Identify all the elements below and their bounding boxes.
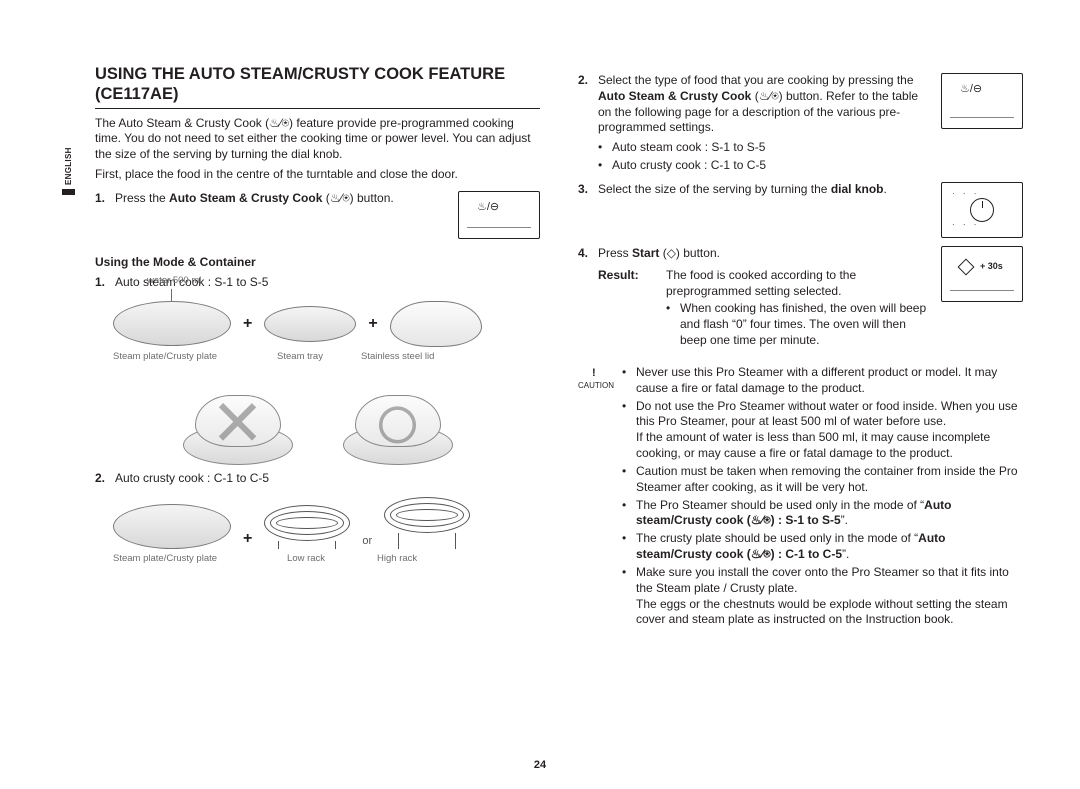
caution-block: CAUTION Never use this Pro Steamer with …: [578, 363, 1023, 628]
or-label: or: [362, 534, 372, 549]
mode-container-heading: Using the Mode & Container: [95, 255, 540, 271]
step-4: 4. Press Start (◇) button. Result: The f…: [578, 246, 1023, 349]
steam-plate-illustration: [113, 301, 231, 346]
language-tab: ENGLISH: [62, 147, 75, 195]
result-bullet: When cooking has finished, the oven will…: [666, 301, 931, 348]
step-2-text: Select the type of food that you are coo…: [598, 73, 931, 174]
figure-crusty-components: + or: [95, 497, 540, 549]
right-column: 2. Select the type of food that you are …: [578, 65, 1023, 759]
mode-item-2: 2. Auto crusty cook : C-1 to C-5: [95, 471, 540, 487]
figure-high-rack: [384, 497, 470, 549]
caption-crusty-plate: Steam plate/Crusty plate: [113, 553, 217, 566]
plus-icon: +: [243, 313, 252, 334]
figure-captions-row-1: Steam plate/Crusty plate Steam tray Stai…: [95, 351, 540, 364]
caution-item: Caution must be taken when removing the …: [622, 464, 1023, 496]
step-2-bullet: Auto steam cook : S-1 to S-5: [598, 140, 931, 156]
figure-incorrect: ×: [173, 377, 303, 465]
caption-steam-plate: Steam plate/Crusty plate: [113, 351, 217, 364]
manual-page: ENGLISH USING THE AUTO STEAM/CRUSTY COOK…: [0, 0, 1080, 789]
step-number: 4.: [578, 246, 592, 262]
step-3: 3. Select the size of the serving by tur…: [578, 182, 1023, 238]
start-diamond-icon: [958, 258, 975, 275]
caution-icon: CAUTION: [578, 363, 612, 392]
left-column: USING THE AUTO STEAM/CRUSTY COOK FEATURE…: [95, 65, 540, 759]
caption-steam-tray: Steam tray: [277, 351, 323, 364]
step-2: 2. Select the type of food that you are …: [578, 73, 1023, 174]
plus-30s-label: + 30s: [980, 261, 1003, 273]
caption-low-rack: Low rack: [287, 553, 325, 566]
figure-crusty-plate: [113, 504, 231, 549]
water-label: water 500 ml: [147, 275, 201, 288]
caption-lid: Stainless steel lid: [361, 351, 434, 364]
caption-high-rack: High rack: [377, 553, 417, 566]
x-mark-icon: ×: [173, 377, 303, 465]
step-4-text: Press Start (◇) button.: [598, 246, 720, 262]
result-label: Result:: [598, 268, 648, 349]
figure-steam-plate: water 500 ml: [113, 301, 231, 346]
lid-illustration: [390, 301, 482, 347]
caution-item: The Pro Steamer should be used only in t…: [622, 498, 1023, 530]
step-1: 1. Press the Auto Steam & Crusty Cook (♨…: [95, 191, 540, 239]
figure-lid: [390, 301, 482, 347]
figure-correct-incorrect: × ○: [95, 377, 540, 465]
step-number: 3.: [578, 182, 592, 198]
step-number: 1.: [95, 191, 109, 207]
step-2-bullet: Auto crusty cook : C-1 to C-5: [598, 158, 931, 174]
crusty-plate-illustration: [113, 504, 231, 549]
low-rack-illustration: [264, 505, 350, 541]
intro-paragraph-1: The Auto Steam & Crusty Cook (♨⁄⍟) featu…: [95, 116, 540, 163]
plus-icon: +: [368, 313, 377, 334]
figure-steam-tray: [264, 306, 356, 342]
o-mark-icon: ○: [333, 377, 463, 465]
step-1-text: Press the Auto Steam & Crusty Cook (♨⁄⍟)…: [115, 191, 394, 207]
dial-icon: [970, 198, 994, 222]
figure-correct: ○: [333, 377, 463, 465]
step-number: 2.: [578, 73, 592, 174]
figure-steam-components: water 500 ml + +: [95, 301, 540, 347]
control-panel-thumb-steam-button: ♨/⊖: [458, 191, 540, 239]
figure-captions-row-2: Steam plate/Crusty plate Low rack High r…: [95, 553, 540, 566]
page-number: 24: [0, 759, 1080, 771]
control-panel-thumb-start: + 30s: [941, 246, 1023, 302]
steam-icon: ♨/⊖: [960, 82, 982, 97]
result-block: Result: The food is cooked according to …: [578, 268, 931, 349]
control-panel-thumb-steam-button: ♨/⊖: [941, 73, 1023, 129]
caution-item: Never use this Pro Steamer with a differ…: [622, 365, 1023, 397]
step-3-text: Select the size of the serving by turnin…: [598, 182, 887, 198]
caution-item: Do not use the Pro Steamer without water…: [622, 399, 1023, 462]
steam-tray-illustration: [264, 306, 356, 342]
page-title: USING THE AUTO STEAM/CRUSTY COOK FEATURE…: [95, 65, 540, 109]
result-text: The food is cooked according to the prep…: [666, 268, 856, 298]
intro-paragraph-2: First, place the food in the centre of t…: [95, 167, 540, 183]
plus-icon: +: [243, 528, 252, 549]
steam-icon: ♨/⊖: [477, 200, 499, 215]
caution-item: The crusty plate should be used only in …: [622, 531, 1023, 563]
caution-item: Make sure you install the cover onto the…: [622, 565, 1023, 628]
high-rack-illustration: [384, 497, 470, 533]
figure-low-rack: [264, 505, 350, 549]
control-panel-thumb-dial: [941, 182, 1023, 238]
